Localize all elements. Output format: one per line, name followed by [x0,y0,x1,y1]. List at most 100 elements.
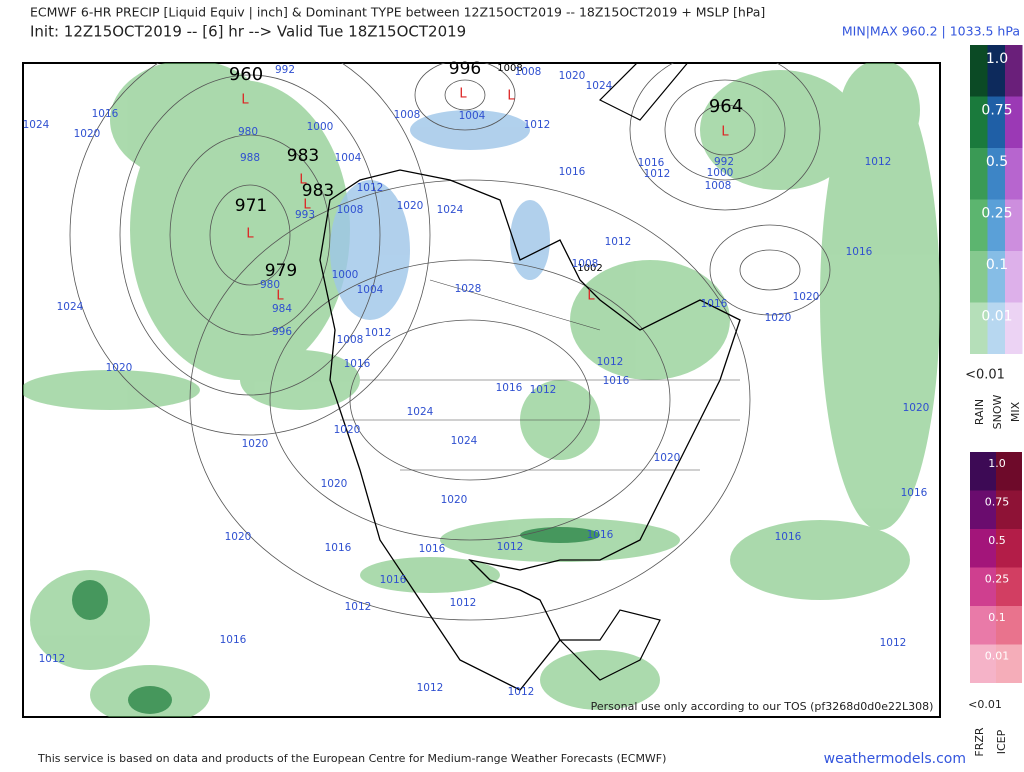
low-symbol: L [246,227,254,242]
isobar-label: 1016 [325,542,352,554]
low-pressure-value: 996 [449,59,481,79]
frz-below: <0.01 [968,698,1002,711]
colorbar-cell [970,606,996,645]
isobar-label: 1020 [74,128,101,140]
isobar-label: 1000 [307,121,334,133]
low-pressure-value: 1008 [497,63,522,74]
colorbar-cell [996,452,1022,491]
low-symbol: L [721,125,729,140]
isobars [69,63,831,621]
isobar-label: 1004 [357,284,384,296]
isobar-label: 1020 [334,424,361,436]
colorbar-level: 1.0 [986,51,1008,67]
init-line: Init: 12Z15OCT2019 -- [6] hr --> Valid T… [30,23,466,41]
isobar-label: 1020 [903,402,930,414]
low-symbol: L [299,173,307,188]
low-symbol: L [276,289,284,304]
isobar-label: 1008 [705,180,732,192]
low-pressure-value: 971 [235,196,267,216]
isobar-label: 1024 [586,80,613,92]
isobar-label: 1016 [559,166,586,178]
colorbar-cell [970,490,996,529]
colorbar-level: 0.75 [981,103,1012,119]
isobar-label: 1012 [450,597,477,609]
isobar-label: 1020 [106,362,133,374]
isobar-label: 1016 [496,382,523,394]
colorbar-type: SNOW [991,395,1004,430]
low-pressure-value: 960 [229,64,263,85]
colorbar-cell [996,606,1022,645]
colorbar-cell [970,251,988,303]
isobar-label: 1020 [441,494,468,506]
site: weathermodels.com [824,751,966,767]
low-pressure-value: 1002 [577,263,602,274]
isobar-label: 1004 [335,152,362,164]
title: ECMWF 6-HR PRECIP [Liquid Equiv | inch] … [30,5,765,20]
low-symbol: L [459,87,467,102]
isobar-label: 992 [714,156,734,168]
isobar-label: 1008 [515,66,542,78]
isobar-label: 1016 [344,358,371,370]
map: Personal use only according to our TOS (… [22,59,941,718]
isobar-label: 1020 [242,438,269,450]
isobar-label: 1020 [321,478,348,490]
isobar-label: 1016 [92,108,119,120]
colorbar-cell [970,199,988,251]
low-symbol: L [507,89,515,104]
colorbar-cell [987,199,1005,251]
isobar-label: 1024 [407,406,434,418]
colorbar-cell [970,302,988,354]
isobar-label: 980 [238,126,258,138]
low-pressure-value: 979 [265,261,297,281]
colorbar-cell [1005,45,1023,97]
map-content [23,63,940,717]
isobar-label: 1016 [846,246,873,258]
isobar-label: 1008 [572,258,599,270]
isobar-label: 1016 [638,157,665,169]
isobar-label: 996 [272,326,292,338]
colorbar-cell [996,644,1022,683]
colorbar-level: 0.5 [986,154,1008,170]
isobar-label: 1012 [365,327,392,339]
isobar-label: 1016 [587,529,614,541]
isobar-label: 1012 [597,356,624,368]
colorbar-cell [1005,302,1023,354]
borders [340,279,740,471]
isobar-label: 1016 [701,298,728,310]
isobar-label: 1020 [793,291,820,303]
colorbar-cell [1005,96,1023,148]
isobar-label: 1012 [345,601,372,613]
isobar-label: 1016 [775,531,802,543]
isobar-label: 1008 [337,334,364,346]
colorbar-cell [970,529,996,568]
isobar-label: 1012 [357,182,384,194]
colorbar-cell [970,148,988,200]
isobar-label: 1012 [605,236,632,248]
minmax: MIN|MAX 960.2 | 1033.5 hPa [842,24,1020,39]
colorbar-cell [987,251,1005,303]
isobar-label: 1020 [654,452,681,464]
colorbar-cell [970,644,996,683]
colorbar-type: RAIN [973,399,986,425]
isobar-label: 980 [260,279,280,291]
isobar-label: 1016 [419,543,446,555]
tos-note: Personal use only according to our TOS (… [591,700,934,713]
colorbar-level: 0.1 [988,611,1006,624]
isobar-label: 1000 [332,269,359,281]
colorbar-cell [970,452,996,491]
colorbar-cell [1005,199,1023,251]
isobar-label: 1012 [644,168,671,180]
colorbar-cell [987,96,1005,148]
isobar-label: 1024 [23,119,50,131]
isobar-label: 1000 [707,167,734,179]
coastline [558,63,689,681]
colorbar-level: 0.25 [985,573,1010,586]
isobar-label: 1016 [603,375,630,387]
colorbar-level: 0.01 [981,309,1012,325]
isobar-label: 1028 [455,283,482,295]
isobar-label: 1020 [397,200,424,212]
rain-below: <0.01 [965,368,1005,383]
isobar-label: 1008 [394,109,421,121]
